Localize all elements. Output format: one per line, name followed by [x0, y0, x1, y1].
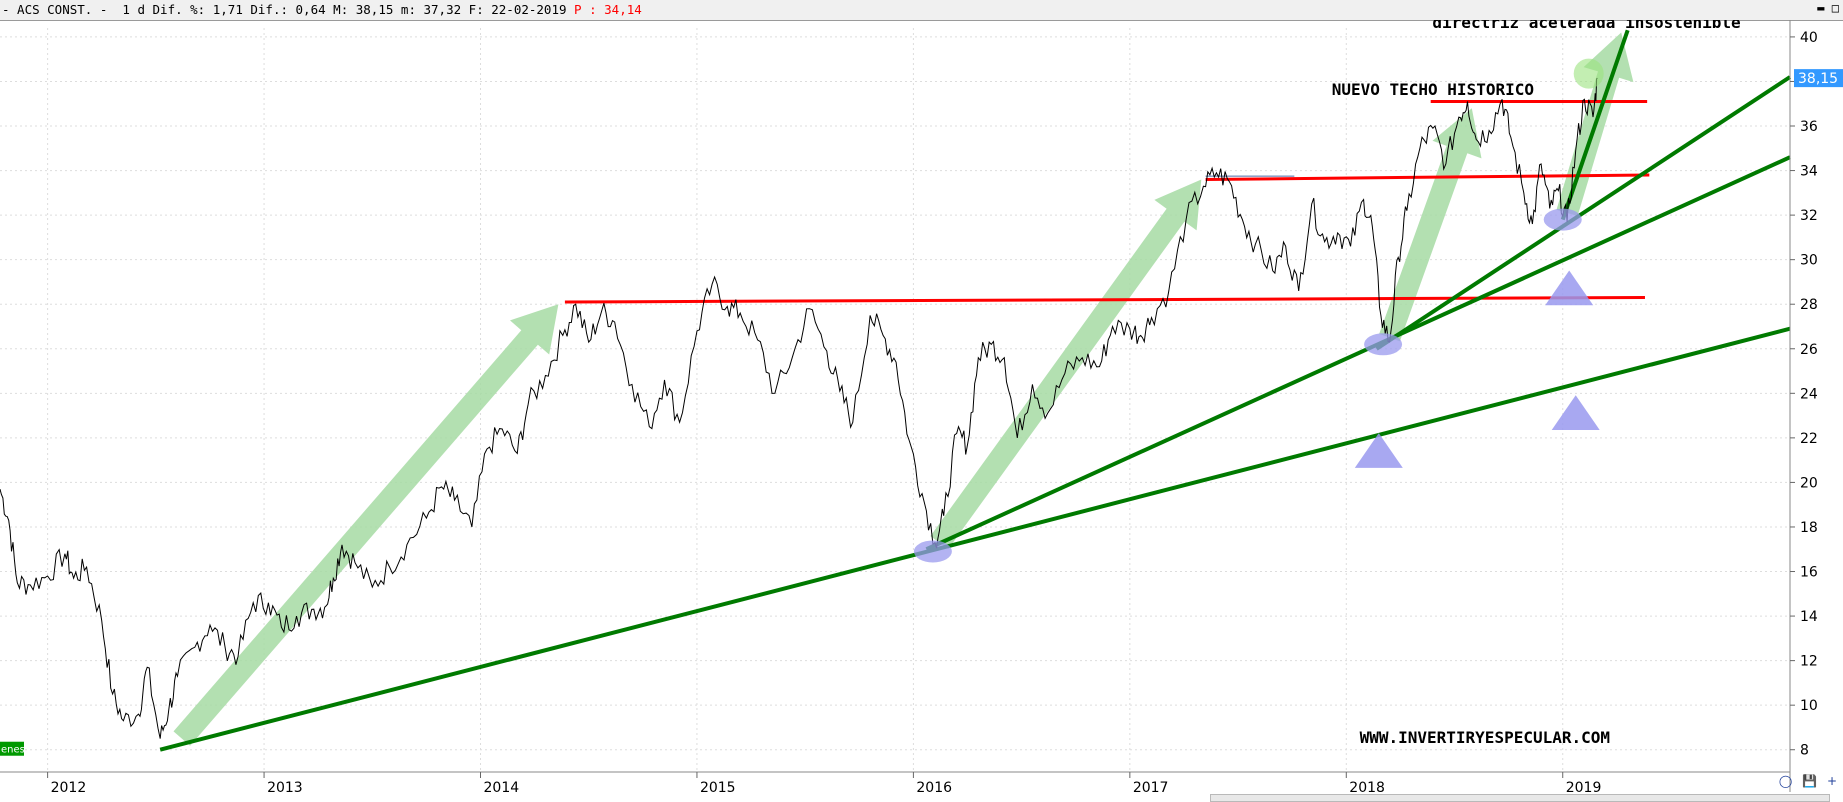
dif-pct-label: Dif. %: 1,71	[152, 2, 243, 17]
support-line-3	[1375, 75, 1792, 351]
last-value-label: 38,15	[1798, 71, 1838, 87]
min-label: m: 37,32	[400, 2, 462, 17]
resistance-line-1	[564, 296, 1645, 304]
price-series	[0, 77, 1598, 739]
last-price-highlight	[1573, 58, 1604, 89]
resistance-line-2	[1205, 173, 1650, 181]
support-line-1	[159, 326, 1791, 752]
support-line-4	[1560, 29, 1630, 221]
dif-label: Dif.: 0,64	[250, 2, 326, 17]
y-tick-label: 10	[1800, 698, 1818, 714]
annotation-new-historic-high: NUEVO TECHO HISTORICO	[1332, 80, 1534, 99]
x-tick-label: 2019	[1566, 780, 1602, 796]
price-line	[0, 77, 1598, 739]
date-label: F: 22-02-2019	[468, 2, 567, 17]
markers	[913, 58, 1604, 563]
legend-tag	[0, 741, 24, 756]
y-tick-label: 30	[1800, 253, 1818, 269]
x-tick-label: 2016	[916, 780, 952, 796]
support-line-2	[925, 155, 1791, 552]
plus-icon[interactable]: +	[1826, 774, 1837, 788]
period-label: 1 d	[122, 2, 145, 17]
save-icon[interactable]: 💾	[1802, 774, 1818, 788]
y-tick-label: 28	[1800, 297, 1818, 313]
x-tick-label: 2014	[484, 780, 520, 796]
legend-tag-label: enes	[1, 745, 25, 756]
last-value-badge	[1794, 69, 1843, 88]
x-tick-label: 2017	[1133, 780, 1169, 796]
trend-arrow-2	[930, 179, 1202, 549]
support-lines	[159, 29, 1792, 752]
window-buttons: ▬ □	[1817, 0, 1839, 16]
up-triangle-2	[1545, 270, 1594, 306]
horizontal-scrollbar[interactable]	[1210, 794, 1830, 802]
trend-arrows	[173, 32, 1634, 746]
x-tick-label: 2012	[51, 780, 87, 796]
y-tick-label: 26	[1800, 342, 1818, 358]
annotation-website: WWW.INVERTIRYESPECULAR.COM	[1360, 728, 1610, 747]
minimize-icon[interactable]: ▬	[1817, 1, 1825, 15]
annotations: enes directriz acelerada insostenible NUEV…	[0, 20, 1741, 756]
y-tick-label: 12	[1800, 654, 1818, 670]
x-tick-label: 2018	[1349, 780, 1385, 796]
y-tick-label: 22	[1800, 431, 1818, 447]
p-value-label: P : 34,14	[574, 2, 642, 17]
annotation-accelerated-trendline: directriz acelerada insostenible	[1432, 20, 1740, 32]
symbol-title: - ACS CONST. -	[2, 2, 108, 17]
touch-point-2	[1364, 333, 1403, 356]
chart-tools: ◯ 💾 +	[1773, 774, 1837, 788]
trend-arrow-1	[173, 304, 559, 746]
y-tick-label: 40	[1800, 30, 1818, 46]
x-tick-label: 2013	[267, 780, 303, 796]
axes: 8101214161820222426283032343638402012201…	[0, 20, 1843, 796]
y-tick-label: 18	[1800, 520, 1818, 536]
chart-header: - ACS CONST. - 1 d Dif. %: 1,71 Dif.: 0,…	[0, 0, 1843, 21]
up-triangle-1	[1354, 433, 1403, 468]
max-label: M: 38,15	[333, 2, 394, 17]
trend-arrow-3	[1379, 108, 1482, 342]
y-tick-label: 24	[1800, 386, 1818, 402]
up-triangle-3	[1551, 395, 1600, 430]
y-tick-label: 20	[1800, 475, 1818, 491]
y-tick-label: 34	[1800, 164, 1818, 180]
y-tick-label: 32	[1800, 208, 1818, 224]
y-tick-label: 14	[1800, 609, 1818, 625]
x-tick-label: 2015	[700, 780, 736, 796]
restore-icon[interactable]: □	[1831, 1, 1839, 15]
price-chart: 8101214161820222426283032343638402012201…	[0, 20, 1843, 796]
y-tick-label: 8	[1800, 743, 1809, 759]
touch-point-1	[913, 540, 952, 563]
y-tick-label: 16	[1800, 565, 1818, 581]
circle-tool-icon[interactable]: ◯	[1778, 774, 1793, 788]
y-tick-label: 36	[1800, 119, 1818, 135]
touch-point-3	[1543, 208, 1582, 231]
resistance-lines	[564, 100, 1650, 304]
